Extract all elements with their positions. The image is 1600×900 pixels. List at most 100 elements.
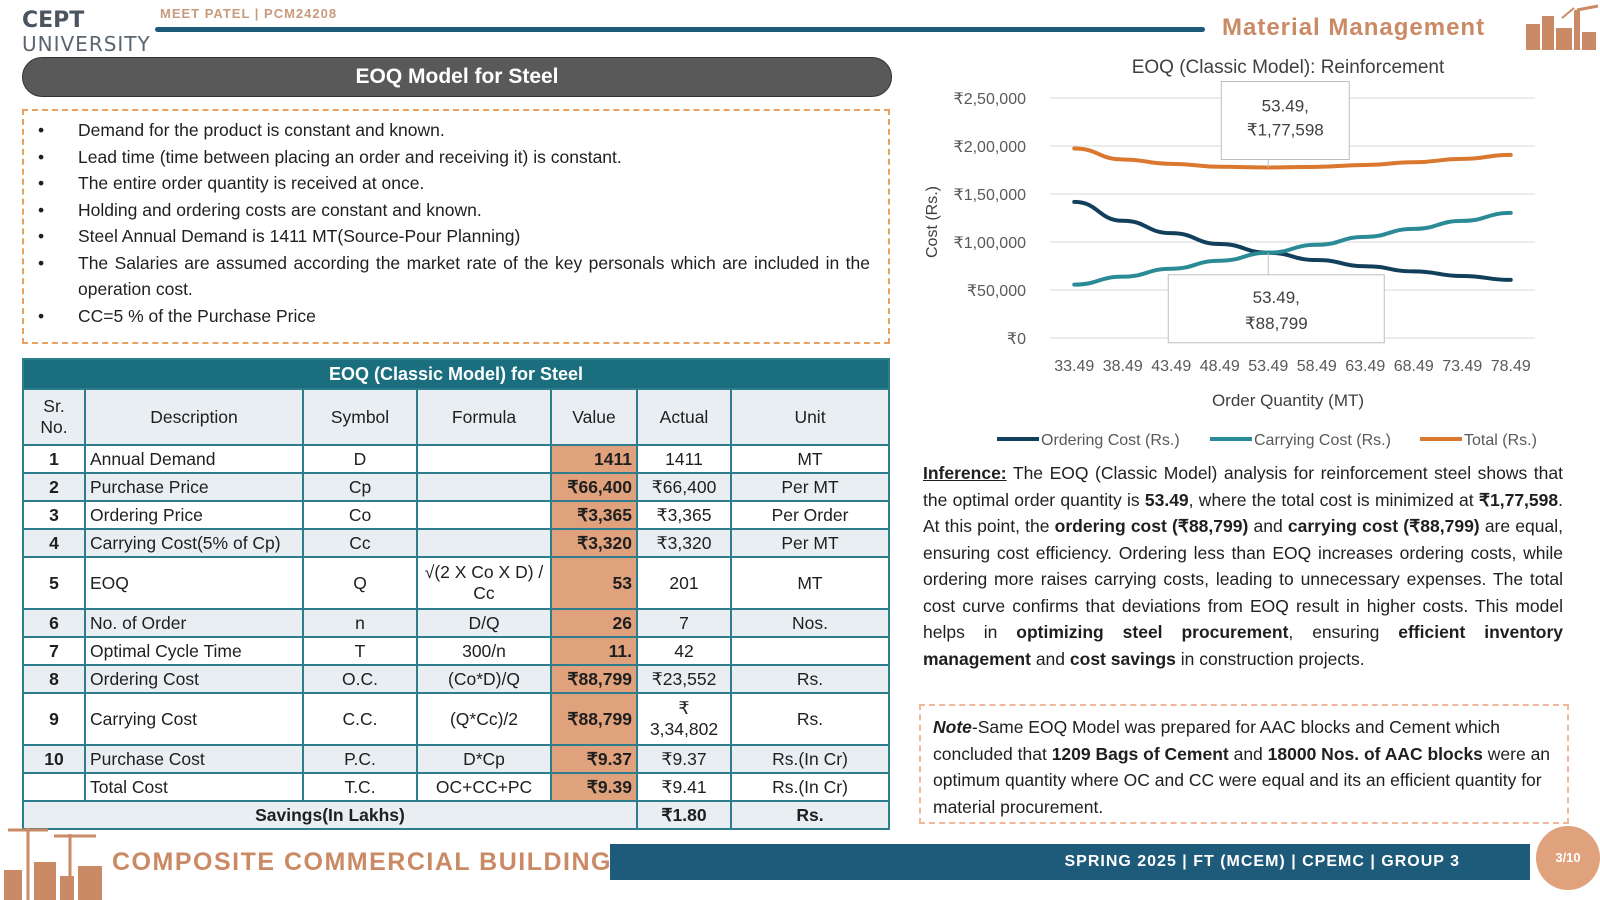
description-cell: No. of Order <box>84 608 304 638</box>
value-cell: 26 <box>550 608 638 638</box>
column-header: Symbol <box>302 388 418 446</box>
author-label: MEET PATEL | PCM24208 <box>160 6 338 21</box>
symbol-cell: O.C. <box>302 664 418 694</box>
series-line-0 <box>1072 199 1513 282</box>
value-cell: ₹66,400 <box>550 472 638 502</box>
x-tick-label: 33.49 <box>1054 358 1094 375</box>
formula-cell: 300/n <box>416 636 552 666</box>
x-tick-label: 68.49 <box>1394 358 1434 375</box>
assumptions-list: Demand for the product is constant and k… <box>24 111 888 329</box>
callout-intersection-x: 53.49, <box>1253 288 1300 307</box>
assumption-item: Lead time (time between placing an order… <box>38 144 870 171</box>
table-row: 5 EOQ Q √(2 X Co X D) / Cc 53 201 MT <box>22 556 890 610</box>
value-cell: ₹9.39 <box>550 772 638 802</box>
inference-text: in construction projects. <box>1175 648 1365 669</box>
description-cell: EOQ <box>84 556 304 610</box>
sr-cell: 5 <box>22 556 86 610</box>
symbol-cell: n <box>302 608 418 638</box>
value-cell: ₹3,320 <box>550 528 638 558</box>
inference-paragraph: Inference: The EOQ (Classic Model) analy… <box>923 460 1563 672</box>
y-tick-label: ₹1,00,000 <box>954 235 1027 252</box>
eoq-chart: EOQ (Classic Model): Reinforcement ₹0 ₹50… <box>924 57 1537 449</box>
value-cell: ₹88,799 <box>550 664 638 694</box>
column-header: Unit <box>730 388 890 446</box>
y-tick-label: ₹1,50,000 <box>954 187 1027 204</box>
savings-value: ₹1.80 <box>636 800 732 830</box>
x-tick-label: 78.49 <box>1491 358 1531 375</box>
value-cell: 53 <box>550 556 638 610</box>
unit-cell: Rs.(In Cr) <box>730 772 890 802</box>
inference-highlight: cost savings <box>1069 648 1176 669</box>
x-tick-label: 53.49 <box>1248 358 1288 375</box>
symbol-cell: Q <box>302 556 418 610</box>
series-line-2 <box>1072 146 1513 170</box>
inference-highlight: 53.49 <box>1144 489 1189 510</box>
formula-cell: D*Cp <box>416 744 552 774</box>
formula-cell: √(2 X Co X D) / Cc <box>416 556 552 610</box>
formula-cell: OC+CC+PC <box>416 772 552 802</box>
inference-highlight: ₹1,77,598 <box>1478 489 1559 510</box>
value-cell: 1411 <box>550 444 638 474</box>
savings-label: Savings(In Lakhs) <box>22 800 638 830</box>
sr-cell: 9 <box>22 692 86 746</box>
note-label: Note <box>933 717 972 737</box>
description-cell: Optimal Cycle Time <box>84 636 304 666</box>
table-body: 1 Annual Demand D 1411 1411 MT 2 Purchase Price… <box>22 444 890 802</box>
sr-cell: 10 <box>22 744 86 774</box>
formula-cell <box>416 500 552 530</box>
x-tick-label: 43.49 <box>1151 358 1191 375</box>
description-cell: Carrying Cost <box>84 692 304 746</box>
assumption-item: CC=5 % of the Purchase Price <box>38 303 870 330</box>
formula-cell: (Co*D)/Q <box>416 664 552 694</box>
chart-series <box>1072 146 1513 287</box>
symbol-cell: P.C. <box>302 744 418 774</box>
x-tick-label: 48.49 <box>1200 358 1240 375</box>
actual-cell: 7 <box>636 608 732 638</box>
inference-highlight: efficient inventory management <box>923 622 1564 669</box>
assumption-item: The Salaries are assumed according the m… <box>38 250 870 303</box>
callout-intersection-y: ₹88,799 <box>1245 314 1308 333</box>
sr-cell: 1 <box>22 444 86 474</box>
symbol-cell: Co <box>302 500 418 530</box>
table-row: 7 Optimal Cycle Time T 300/n 11. 42 <box>22 636 890 666</box>
inference-text: , where the total cost is minimized at <box>1188 489 1479 510</box>
assumption-item: Demand for the product is constant and k… <box>38 117 870 144</box>
table-row: 4 Carrying Cost(5% of Cp) Cc ₹3,320 ₹3,320 Pe… <box>22 528 890 558</box>
inference-text: and <box>1248 516 1288 536</box>
inference-highlight: carrying cost (₹88,799) <box>1287 516 1480 536</box>
column-header: Value <box>550 388 638 446</box>
description-cell: Annual Demand <box>84 444 304 474</box>
x-tick-label: 73.49 <box>1442 358 1482 375</box>
unit-cell: Rs. <box>730 692 890 746</box>
x-axis-label: Order Quantity (MT) <box>1212 391 1364 410</box>
inference-text: The EOQ (Classic Model) analysis for rei… <box>923 463 1563 510</box>
sr-cell: 4 <box>22 528 86 558</box>
sr-cell <box>22 772 86 802</box>
inference-text: and <box>1030 648 1070 669</box>
actual-cell: ₹23,552 <box>636 664 732 694</box>
description-cell: Carrying Cost(5% of Cp) <box>84 528 304 558</box>
assumption-item: Holding and ordering costs are constant … <box>38 197 870 224</box>
callout-box-total <box>1220 81 1350 161</box>
x-tick-label: 38.49 <box>1103 358 1143 375</box>
table-row: 6 No. of Order n D/Q 26 7 Nos. <box>22 608 890 638</box>
x-tick-label: 58.49 <box>1297 358 1337 375</box>
table-row: 8 Ordering Cost O.C. (Co*D)/Q ₹88,799 ₹23,552… <box>22 664 890 694</box>
footer-bar: SPRING 2025 | FT (MCEM) | CPEMC | GROUP … <box>610 844 1530 880</box>
column-header: Actual <box>636 388 732 446</box>
actual-cell: 42 <box>636 636 732 666</box>
unit-cell: Per MT <box>730 472 890 502</box>
description-cell: Purchase Cost <box>84 744 304 774</box>
construction-skyline-icon <box>1526 4 1599 50</box>
note-highlight: 18000 Nos. of AAC blocks <box>1267 743 1483 764</box>
unit-cell: Nos. <box>730 608 890 638</box>
column-header: Formula <box>416 388 552 446</box>
actual-cell: 201 <box>636 556 732 610</box>
formula-cell <box>416 444 552 474</box>
unit-cell: MT <box>730 444 890 474</box>
series-line-1 <box>1072 210 1513 287</box>
symbol-cell: Cp <box>302 472 418 502</box>
column-header: Sr. No. <box>22 388 86 446</box>
chart-title: EOQ (Classic Model): Reinforcement <box>1132 57 1445 78</box>
note-text: were an optimum quantity where OC and CC… <box>933 743 1551 817</box>
